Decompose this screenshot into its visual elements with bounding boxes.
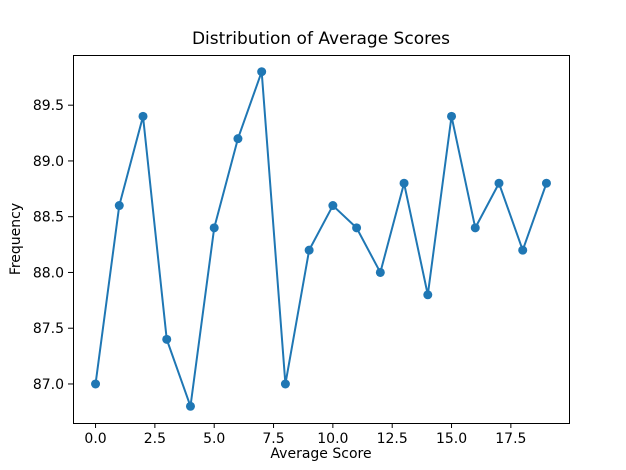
data-point	[328, 201, 338, 211]
x-tick-label: 5.0	[203, 431, 225, 447]
data-point	[494, 178, 504, 188]
data-point	[541, 178, 551, 188]
chart-title: Distribution of Average Scores	[191, 29, 451, 49]
x-tick-label: 15.0	[436, 431, 467, 447]
data-line	[94, 70, 548, 408]
data-point	[114, 201, 124, 211]
data-point	[138, 111, 148, 121]
data-point	[470, 223, 480, 233]
data-point	[447, 111, 457, 121]
data-point	[185, 401, 195, 411]
data-point	[280, 379, 290, 389]
x-tick-label: 2.5	[144, 431, 166, 447]
data-point	[91, 379, 101, 389]
x-tick-label: 17.5	[495, 431, 526, 447]
x-axis-label: Average Score	[270, 446, 372, 462]
data-point	[352, 223, 362, 233]
y-tick-label: 88.5	[33, 210, 64, 226]
data-point	[162, 334, 172, 344]
data-point	[257, 67, 267, 77]
data-point	[304, 245, 314, 255]
y-tick-label: 88.0	[33, 265, 64, 281]
y-tick-label: 89.5	[33, 98, 64, 114]
plot-spines	[73, 55, 570, 424]
x-tick-label: 10.0	[317, 431, 348, 447]
data-point	[233, 134, 243, 144]
data-point	[518, 245, 528, 255]
y-tick-label: 89.0	[33, 154, 64, 170]
data-point	[399, 178, 409, 188]
y-tick-label: 87.0	[33, 377, 64, 393]
x-tick-label: 7.5	[262, 431, 284, 447]
x-tick-label: 12.5	[377, 431, 408, 447]
data-point	[209, 223, 219, 233]
y-tick-label: 87.5	[33, 321, 64, 337]
data-point	[375, 267, 385, 277]
data-point	[423, 290, 433, 300]
x-tick-label: 0.0	[84, 431, 106, 447]
